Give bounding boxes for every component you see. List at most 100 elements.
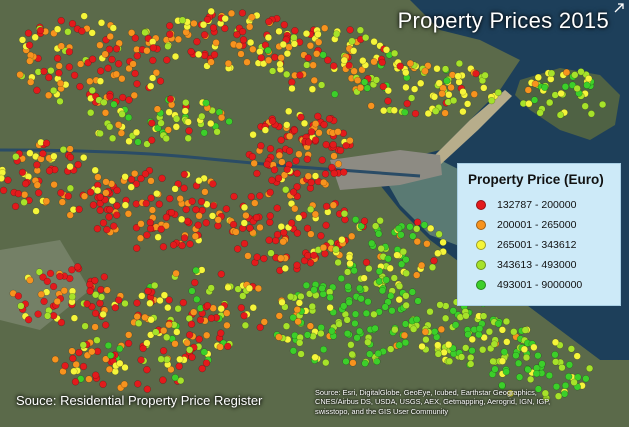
property-point bbox=[180, 184, 188, 192]
property-point bbox=[209, 24, 218, 32]
property-point bbox=[96, 77, 105, 85]
property-point bbox=[280, 171, 289, 179]
property-point bbox=[146, 224, 155, 233]
property-point bbox=[390, 274, 398, 282]
property-point bbox=[75, 348, 83, 357]
property-point bbox=[147, 316, 155, 324]
property-point bbox=[79, 341, 87, 349]
property-point bbox=[88, 55, 97, 63]
property-point bbox=[124, 210, 133, 218]
property-point bbox=[137, 356, 145, 364]
property-point bbox=[83, 300, 91, 308]
property-point bbox=[387, 345, 395, 353]
property-point bbox=[35, 189, 43, 197]
property-point bbox=[235, 42, 243, 50]
property-point bbox=[340, 302, 348, 310]
property-point bbox=[99, 219, 108, 227]
property-point bbox=[91, 291, 100, 299]
property-point bbox=[353, 334, 361, 342]
property-point bbox=[177, 376, 185, 385]
property-point bbox=[424, 109, 432, 118]
property-point bbox=[33, 86, 41, 94]
property-point bbox=[362, 258, 371, 267]
property-point bbox=[303, 331, 312, 339]
property-point bbox=[402, 83, 410, 92]
property-point bbox=[266, 218, 274, 226]
attribution-line: CNES/Airbus DS, USDA, USGS, AEX, Getmapp… bbox=[315, 397, 551, 407]
property-point bbox=[393, 251, 401, 259]
property-point bbox=[430, 257, 438, 265]
property-point bbox=[166, 194, 174, 203]
property-point bbox=[172, 269, 180, 278]
property-point bbox=[136, 234, 145, 242]
property-point bbox=[50, 152, 58, 160]
property-point bbox=[346, 136, 354, 145]
property-point bbox=[101, 109, 110, 117]
property-point bbox=[84, 59, 92, 67]
property-point bbox=[186, 240, 194, 248]
property-point bbox=[435, 79, 443, 87]
property-point bbox=[435, 230, 443, 238]
property-point bbox=[180, 170, 189, 179]
property-point bbox=[96, 41, 104, 49]
property-point bbox=[470, 90, 478, 98]
property-point bbox=[260, 254, 268, 263]
property-point bbox=[413, 225, 421, 233]
property-point bbox=[135, 319, 143, 327]
property-point bbox=[326, 303, 334, 312]
property-point bbox=[144, 287, 152, 295]
property-point bbox=[377, 244, 385, 253]
property-point bbox=[370, 310, 378, 319]
property-point bbox=[109, 24, 117, 32]
property-point bbox=[348, 37, 356, 45]
property-point bbox=[166, 30, 174, 38]
attribution-line: Source: Esri, DigitalGlobe, GeoEye, Icub… bbox=[315, 388, 537, 397]
legend-item: 493001 - 9000000 bbox=[468, 275, 610, 295]
property-point bbox=[171, 373, 179, 382]
property-point bbox=[306, 42, 315, 50]
property-point bbox=[441, 314, 450, 322]
property-point bbox=[50, 180, 58, 189]
property-point bbox=[551, 338, 560, 346]
property-point bbox=[289, 314, 297, 322]
property-point bbox=[24, 29, 33, 37]
property-point bbox=[163, 56, 171, 64]
property-point bbox=[217, 113, 226, 122]
property-point bbox=[223, 309, 231, 317]
property-point bbox=[162, 222, 170, 230]
property-point bbox=[130, 91, 138, 100]
property-point bbox=[363, 84, 371, 92]
property-point bbox=[311, 136, 320, 144]
property-point bbox=[240, 312, 248, 320]
property-point bbox=[195, 212, 203, 220]
property-point bbox=[558, 363, 566, 372]
property-point bbox=[351, 310, 360, 318]
property-point bbox=[370, 38, 378, 46]
property-point bbox=[368, 239, 376, 248]
property-point bbox=[60, 287, 68, 295]
expand-arrow-icon[interactable] bbox=[613, 2, 625, 14]
property-point bbox=[221, 14, 229, 23]
property-point bbox=[131, 169, 139, 178]
property-point bbox=[102, 321, 110, 329]
property-point bbox=[303, 61, 311, 69]
legend-label: 265001 - 343612 bbox=[497, 239, 577, 251]
property-point bbox=[334, 258, 342, 267]
property-point bbox=[164, 303, 172, 312]
property-point bbox=[171, 340, 179, 348]
property-point bbox=[475, 330, 483, 339]
property-point bbox=[131, 69, 139, 78]
property-point bbox=[583, 81, 591, 89]
property-point bbox=[200, 51, 209, 60]
property-point bbox=[124, 339, 133, 348]
property-point bbox=[105, 213, 113, 221]
property-point bbox=[273, 230, 282, 239]
property-point bbox=[434, 249, 442, 257]
property-point bbox=[421, 67, 429, 75]
property-point bbox=[297, 292, 305, 301]
property-point bbox=[246, 224, 254, 232]
property-point bbox=[556, 111, 565, 119]
property-point bbox=[443, 77, 451, 85]
property-point bbox=[472, 69, 480, 78]
